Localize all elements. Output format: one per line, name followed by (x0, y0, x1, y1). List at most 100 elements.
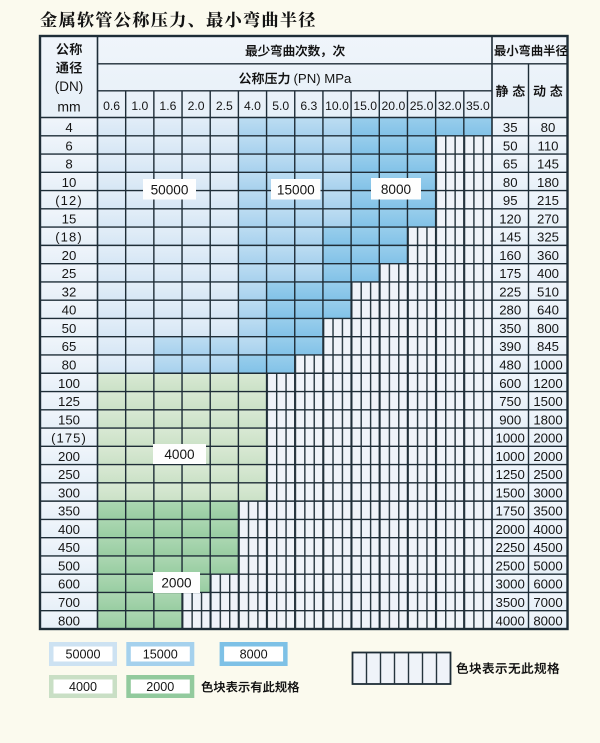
svg-text:5000: 5000 (533, 559, 562, 574)
svg-text:50000: 50000 (65, 648, 100, 662)
svg-text:40: 40 (62, 303, 77, 318)
svg-text:4.0: 4.0 (244, 99, 261, 113)
svg-text:8000: 8000 (240, 648, 268, 662)
svg-text:390: 390 (499, 339, 521, 354)
svg-text:3500: 3500 (533, 504, 562, 519)
svg-text:10.0: 10.0 (325, 99, 349, 113)
svg-text:5.0: 5.0 (272, 99, 289, 113)
svg-text:150: 150 (58, 412, 80, 427)
svg-text:65: 65 (503, 157, 518, 172)
svg-text:100: 100 (58, 376, 80, 391)
svg-text:mm: mm (57, 99, 80, 115)
svg-text:3500: 3500 (496, 595, 525, 610)
svg-text:2000: 2000 (161, 576, 192, 591)
svg-text:3000: 3000 (533, 485, 562, 500)
svg-text:845: 845 (537, 339, 559, 354)
svg-text:(18): (18) (55, 230, 83, 245)
svg-text:20.0: 20.0 (382, 99, 406, 113)
svg-text:300: 300 (58, 485, 80, 500)
svg-text:4000: 4000 (496, 613, 525, 628)
svg-text:2.5: 2.5 (216, 99, 233, 113)
svg-text:120: 120 (499, 211, 521, 226)
svg-text:2500: 2500 (496, 559, 525, 574)
svg-text:32.0: 32.0 (438, 99, 462, 113)
svg-text:510: 510 (537, 284, 559, 299)
svg-text:6: 6 (65, 138, 72, 153)
svg-text:700: 700 (58, 595, 80, 610)
svg-text:2500: 2500 (533, 467, 562, 482)
svg-text:480: 480 (499, 358, 521, 373)
svg-text:2000: 2000 (146, 680, 174, 694)
svg-text:600: 600 (58, 577, 80, 592)
svg-text:1200: 1200 (533, 376, 562, 391)
svg-text:125: 125 (58, 394, 80, 409)
svg-text:500: 500 (58, 559, 80, 574)
svg-text:80: 80 (62, 358, 77, 373)
svg-text:1500: 1500 (496, 485, 525, 500)
svg-text:1.0: 1.0 (131, 99, 148, 113)
svg-text:8: 8 (65, 157, 72, 172)
svg-text:750: 750 (499, 394, 521, 409)
svg-text:15: 15 (62, 211, 77, 226)
svg-text:270: 270 (537, 211, 559, 226)
svg-text:1000: 1000 (496, 431, 525, 446)
svg-text:4: 4 (65, 120, 72, 135)
svg-text:(DN): (DN) (55, 79, 84, 94)
svg-text:110: 110 (537, 138, 558, 153)
svg-text:900: 900 (499, 412, 521, 427)
svg-text:200: 200 (58, 449, 80, 464)
svg-text:600: 600 (499, 376, 521, 391)
svg-text:800: 800 (58, 613, 80, 628)
svg-text:325: 325 (537, 230, 559, 245)
svg-text:25.0: 25.0 (410, 99, 434, 113)
svg-text:15.0: 15.0 (353, 99, 377, 113)
svg-text:32: 32 (62, 284, 77, 299)
svg-text:1800: 1800 (533, 412, 562, 427)
svg-text:8000: 8000 (381, 182, 412, 197)
svg-text:1000: 1000 (533, 358, 562, 373)
svg-text:175: 175 (499, 266, 521, 281)
svg-text:35: 35 (503, 120, 518, 135)
svg-text:350: 350 (58, 504, 80, 519)
svg-text:15000: 15000 (143, 648, 178, 662)
svg-text:0.6: 0.6 (103, 99, 120, 113)
svg-text:250: 250 (58, 467, 80, 482)
svg-text:160: 160 (499, 248, 521, 263)
svg-text:4000: 4000 (533, 522, 562, 537)
svg-text:4000: 4000 (164, 447, 195, 462)
svg-text:6.3: 6.3 (300, 99, 317, 113)
svg-text:(12): (12) (55, 193, 83, 208)
svg-text:1.6: 1.6 (159, 99, 176, 113)
svg-text:6000: 6000 (533, 577, 562, 592)
svg-text:25: 25 (62, 266, 77, 281)
svg-text:2.0: 2.0 (188, 99, 205, 113)
svg-text:4500: 4500 (533, 540, 562, 555)
svg-text:7000: 7000 (533, 595, 562, 610)
svg-text:215: 215 (537, 193, 559, 208)
svg-text:640: 640 (537, 303, 559, 318)
svg-text:180: 180 (537, 175, 559, 190)
svg-text:1500: 1500 (533, 394, 562, 409)
svg-text:400: 400 (537, 266, 559, 281)
svg-text:3000: 3000 (496, 577, 525, 592)
svg-text:800: 800 (537, 321, 559, 336)
svg-text:65: 65 (62, 339, 77, 354)
svg-text:50: 50 (503, 138, 518, 153)
svg-text:1250: 1250 (496, 467, 525, 482)
svg-text:15000: 15000 (277, 182, 315, 197)
svg-text:360: 360 (537, 248, 559, 263)
svg-text:400: 400 (58, 522, 80, 537)
svg-text:2000: 2000 (533, 449, 562, 464)
svg-text:145: 145 (499, 230, 521, 245)
svg-text:450: 450 (58, 540, 80, 555)
svg-text:2250: 2250 (496, 540, 525, 555)
svg-text:80: 80 (541, 120, 556, 135)
svg-text:10: 10 (62, 175, 77, 190)
svg-text:225: 225 (499, 284, 521, 299)
svg-text:(PN) MPa: (PN) MPa (294, 71, 353, 86)
svg-text:95: 95 (503, 193, 518, 208)
svg-text:2000: 2000 (496, 522, 525, 537)
svg-text:350: 350 (499, 321, 521, 336)
svg-text:280: 280 (499, 303, 521, 318)
svg-text:80: 80 (503, 175, 518, 190)
